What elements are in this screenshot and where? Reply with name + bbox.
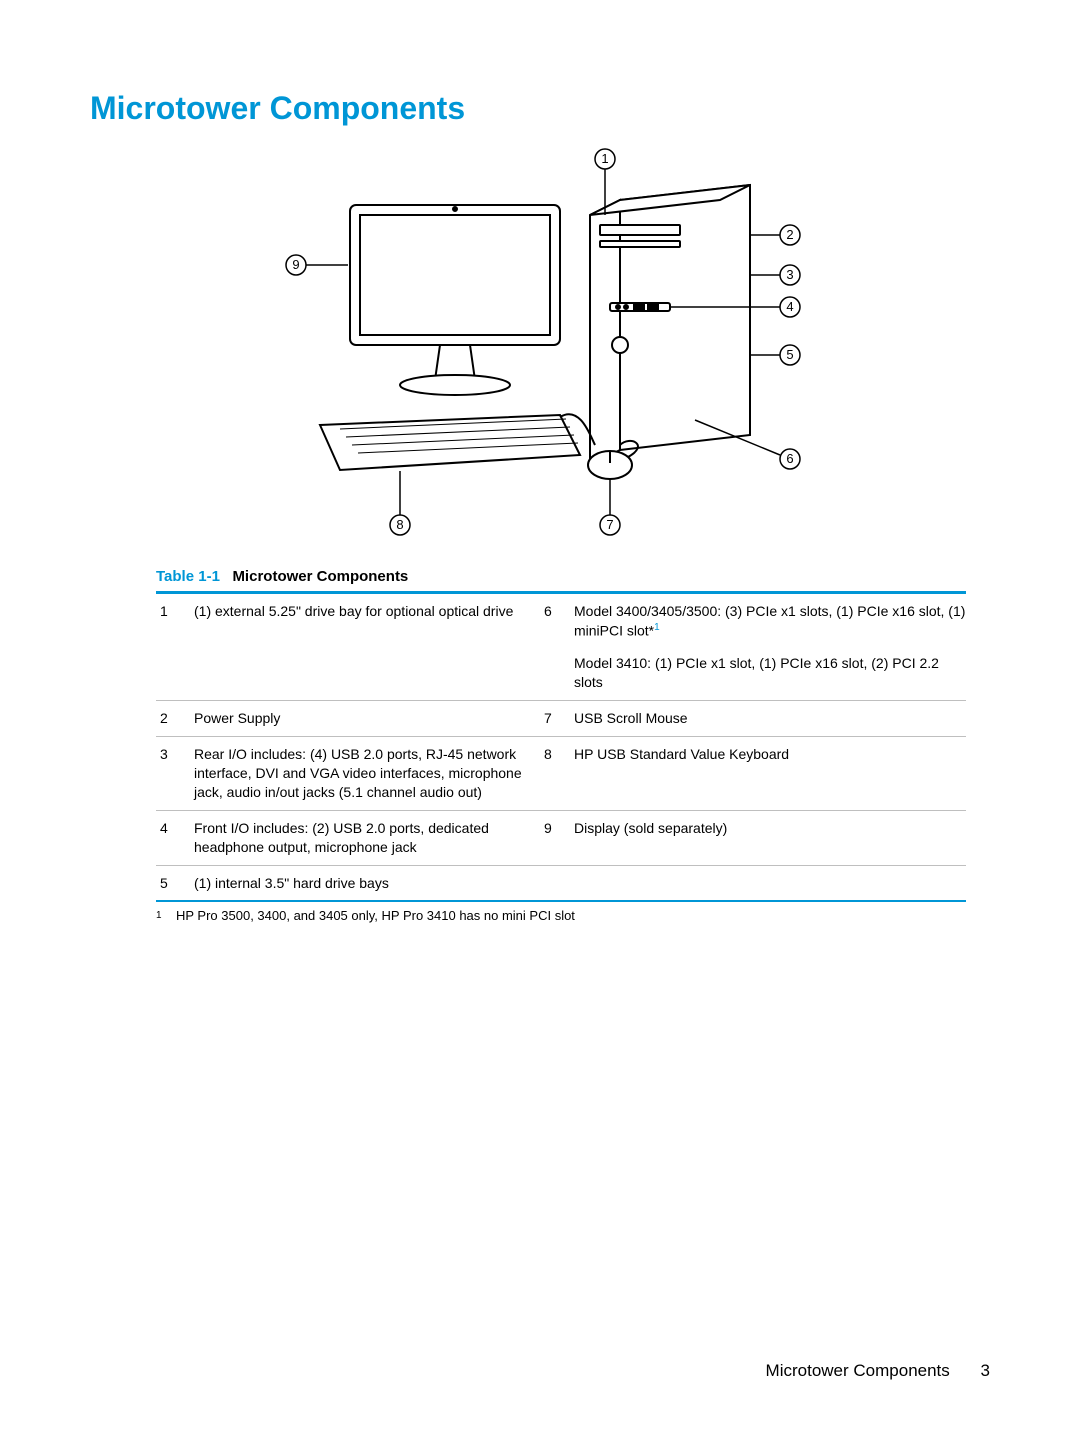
table-caption: Table 1-1 Microtower Components [156, 568, 990, 585]
table-row: 2 Power Supply 7 USB Scroll Mouse [156, 701, 966, 737]
row-left-desc: Rear I/O includes: (4) USB 2.0 ports, RJ… [194, 745, 544, 802]
component-diagram: 1 2 3 4 5 6 [90, 145, 990, 550]
table-row: 4 Front I/O includes: (2) USB 2.0 ports,… [156, 811, 966, 866]
row-right-desc: Model 3400/3405/3500: (3) PCIe x1 slots,… [574, 602, 966, 692]
callout-1: 1 [601, 151, 608, 166]
footnote-number: 1 [156, 908, 176, 923]
callout-9: 9 [292, 257, 299, 272]
row-left-desc: Power Supply [194, 709, 544, 728]
callout-6: 6 [786, 451, 793, 466]
table-row: 3 Rear I/O includes: (4) USB 2.0 ports, … [156, 737, 966, 811]
page: Microtower Components [0, 0, 1080, 1437]
row-left-num: 5 [156, 874, 194, 893]
callout-4: 4 [786, 299, 793, 314]
row-right-desc: HP USB Standard Value Keyboard [574, 745, 966, 802]
row-right-desc: Display (sold separately) [574, 819, 966, 857]
callout-5: 5 [786, 347, 793, 362]
table-caption-prefix: Table 1-1 [156, 568, 220, 585]
row-left-num: 4 [156, 819, 194, 857]
section-title: Microtower Components [90, 90, 990, 127]
callout-7: 7 [606, 517, 613, 532]
row-left-desc: Front I/O includes: (2) USB 2.0 ports, d… [194, 819, 544, 857]
row-left-num: 3 [156, 745, 194, 802]
table-caption-title: Microtower Components [232, 568, 408, 585]
components-table: 1 (1) external 5.25" drive bay for optio… [156, 591, 966, 902]
row-right-desc [574, 874, 966, 893]
footnote-text: HP Pro 3500, 3400, and 3405 only, HP Pro… [176, 908, 966, 923]
table-footnote: 1 HP Pro 3500, 3400, and 3405 only, HP P… [156, 902, 966, 923]
page-footer: Microtower Components 3 [766, 1361, 990, 1381]
row-left-num: 1 [156, 602, 194, 692]
row-right-num [544, 874, 574, 893]
row-left-num: 2 [156, 709, 194, 728]
table-row: 5 (1) internal 3.5" hard drive bays [156, 866, 966, 901]
footer-text: Microtower Components [766, 1361, 950, 1380]
row-left-desc: (1) internal 3.5" hard drive bays [194, 874, 544, 893]
row-right-num: 8 [544, 745, 574, 802]
page-number: 3 [981, 1361, 990, 1380]
row-right-num: 9 [544, 819, 574, 857]
callout-8: 8 [396, 517, 403, 532]
diagram-svg: 1 2 3 4 5 6 [260, 145, 820, 545]
row-right-desc: USB Scroll Mouse [574, 709, 966, 728]
callout-2: 2 [786, 227, 793, 242]
footnote-ref: 1 [654, 622, 660, 633]
table-row: 1 (1) external 5.25" drive bay for optio… [156, 594, 966, 701]
row-right-num: 6 [544, 602, 574, 692]
row-right-num: 7 [544, 709, 574, 728]
row-left-desc: (1) external 5.25" drive bay for optiona… [194, 602, 544, 692]
callout-3: 3 [786, 267, 793, 282]
